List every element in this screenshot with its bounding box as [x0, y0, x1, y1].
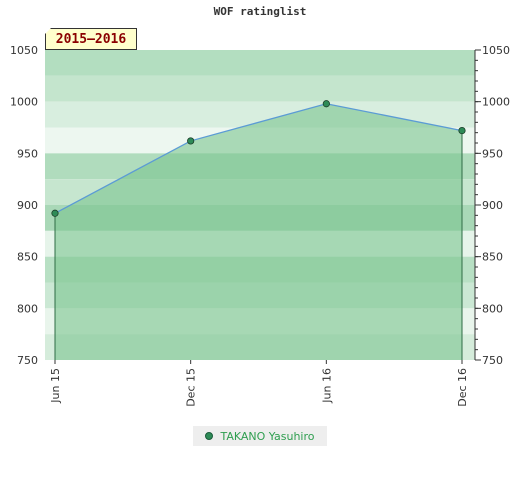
y-tick-label-right: 800 — [482, 302, 503, 315]
y-tick-label-left: 950 — [17, 147, 38, 160]
legend-marker-icon — [205, 432, 214, 440]
data-point — [51, 209, 59, 217]
y-tick-label-left: 1000 — [10, 96, 38, 109]
y-tick-label-left: 1050 — [10, 44, 38, 57]
data-points — [51, 100, 466, 217]
y-axis-left: 750 800 850 900 950 1000 1050 — [10, 44, 38, 367]
series-area — [55, 103, 462, 360]
y-tick-label-left: 800 — [17, 302, 38, 315]
band — [45, 75, 475, 102]
y-tick-label-right: 950 — [482, 147, 503, 160]
series-line — [54, 103, 463, 214]
y-tick-label-right: 1050 — [482, 44, 510, 57]
data-point — [187, 137, 195, 145]
y-tick-label-right: 900 — [482, 199, 503, 212]
y-tick-label-right: 1000 — [482, 96, 510, 109]
y-tick-label-right: 850 — [482, 251, 503, 264]
y-axis-right: 750 800 850 900 950 1000 1050 — [474, 44, 510, 367]
season-badge: 2015–2016 — [45, 28, 137, 50]
legend[interactable]: TAKANO Yasuhiro — [193, 426, 327, 446]
y-tick-label-left: 750 — [17, 354, 38, 367]
y-tick-label-right: 750 — [482, 354, 503, 367]
y-tick-label-left: 850 — [17, 251, 38, 264]
data-point — [458, 127, 466, 135]
x-tick-label: Jun 16 — [320, 368, 333, 404]
band — [45, 50, 475, 76]
x-tick-label: Jun 15 — [49, 368, 62, 404]
chart-title: WOF ratinglist — [213, 5, 307, 18]
drop-lines — [54, 130, 463, 360]
x-axis: Jun 15 Dec 15 Jun 16 Dec 16 — [49, 360, 469, 407]
legend-label: TAKANO Yasuhiro — [220, 429, 315, 443]
data-point — [322, 100, 330, 108]
y-tick-label-left: 900 — [17, 199, 38, 212]
area-fill-layer — [55, 103, 462, 360]
series-line-layer — [54, 103, 463, 214]
x-tick-label: Dec 16 — [456, 368, 469, 407]
x-tick-label: Dec 15 — [185, 368, 198, 407]
